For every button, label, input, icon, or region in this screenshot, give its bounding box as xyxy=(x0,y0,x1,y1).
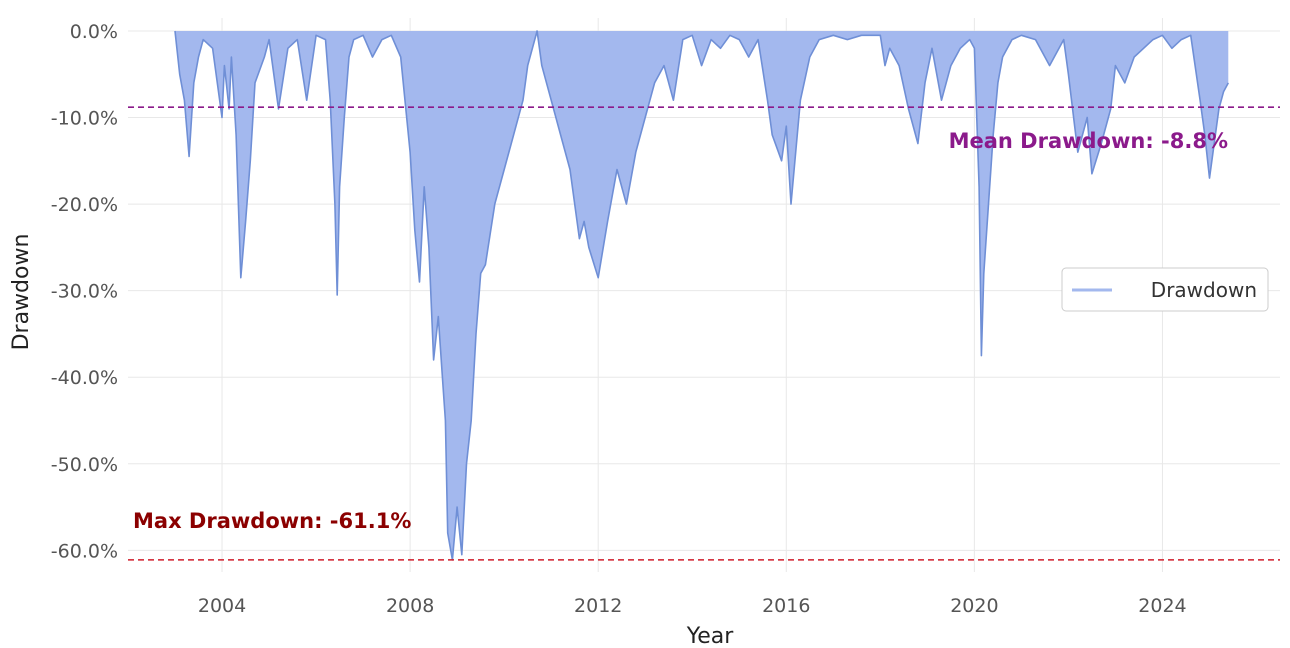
x-tick-labels: 2004 2008 2012 2016 2020 2024 xyxy=(198,595,1187,617)
x-tick-label: 2012 xyxy=(574,595,622,617)
max-drawdown-annotation: Max Drawdown: -61.1% xyxy=(133,509,411,533)
y-axis-title: Drawdown xyxy=(9,234,34,351)
y-tick-labels: 0.0% -10.0% -20.0% -30.0% -40.0% -50.0% -60.0% xyxy=(51,21,118,562)
x-tick-label: 2004 xyxy=(198,595,246,617)
y-tick-label: -30.0% xyxy=(51,281,118,303)
drawdown-area-fill xyxy=(175,31,1229,560)
reference-lines xyxy=(128,106,1280,561)
drawdown-line xyxy=(174,30,1230,561)
drawdown-series xyxy=(174,30,1230,561)
x-tick-label: 2016 xyxy=(762,595,810,617)
y-tick-label: 0.0% xyxy=(70,21,118,43)
legend-box xyxy=(1061,267,1269,312)
x-tick-label: 2008 xyxy=(386,595,434,617)
y-tick-label: -40.0% xyxy=(51,367,118,389)
legend-label: Drawdown xyxy=(1151,278,1257,302)
y-tick-label: -10.0% xyxy=(51,108,118,130)
x-tick-label: 2024 xyxy=(1138,595,1186,617)
y-tick-label: -20.0% xyxy=(51,194,118,216)
y-tick-label: -60.0% xyxy=(51,540,118,562)
x-axis-title: Year xyxy=(686,624,735,648)
x-tick-label: 2020 xyxy=(950,595,998,617)
y-tick-label: -50.0% xyxy=(51,454,118,476)
mean-drawdown-annotation: Mean Drawdown: -8.8% xyxy=(949,129,1228,153)
legend: Drawdown xyxy=(1061,267,1269,312)
